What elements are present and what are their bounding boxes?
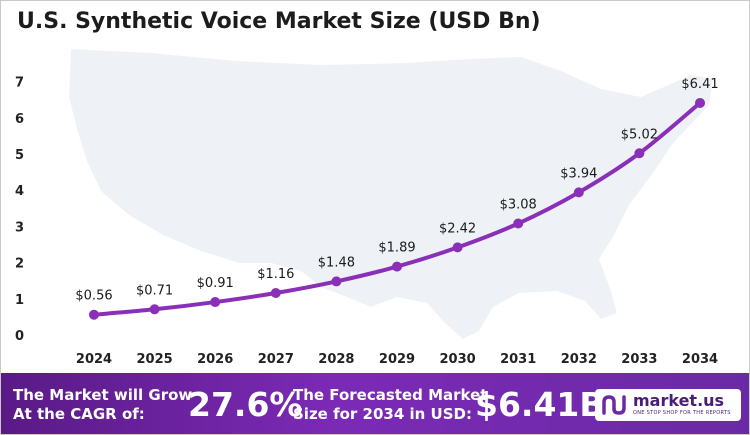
x-tick-label: 2028 [318, 352, 354, 367]
data-label: $3.08 [500, 198, 537, 213]
x-tick-label: 2033 [621, 352, 657, 367]
data-point [634, 148, 645, 159]
data-point [513, 218, 524, 229]
x-tick-label: 2027 [258, 352, 294, 367]
growth-text-line1: The Market will Grow [13, 386, 193, 404]
data-label: $0.56 [75, 289, 112, 304]
series-line [92, 100, 702, 317]
data-point [89, 309, 99, 320]
data-point [149, 304, 160, 315]
x-tick-label: 2029 [379, 352, 415, 367]
data-point [573, 187, 584, 198]
y-tick-label: 4 [15, 184, 24, 199]
x-tick-label: 2024 [76, 352, 112, 367]
us-map-background [69, 49, 713, 339]
data-point [270, 288, 281, 299]
growth-text-line2: At the CAGR of: [13, 405, 145, 423]
x-tick-label: 2025 [137, 352, 173, 367]
y-tick-label: 3 [15, 220, 24, 235]
line-chart: 0 1 2 3 4 5 6 7 2024 2025 2026 2027 2028 2029 2030 203… [15, 49, 719, 367]
x-tick-label: 2032 [561, 352, 597, 367]
y-tick-label: 7 [15, 76, 24, 91]
growth-text: The Market will Grow At the CAGR of: [13, 386, 192, 424]
data-label: $0.91 [197, 276, 234, 291]
data-label: $3.94 [560, 166, 597, 181]
brand-logo: market.us ONE STOP SHOP FOR THE REPORTS [595, 389, 741, 421]
forecast-text: The Forecasted Market Size for 2034 in U… [293, 386, 487, 424]
x-tick-label: 2026 [197, 352, 233, 367]
y-tick-label: 0 [15, 329, 24, 344]
x-tick-label: 2031 [500, 352, 536, 367]
forecast-value: $6.41B [475, 385, 605, 424]
cagr-value: 27.6% [188, 385, 303, 424]
y-tick-label: 2 [15, 257, 24, 272]
brand-tagline: ONE STOP SHOP FOR THE REPORTS [633, 410, 731, 416]
market-us-logo-icon [602, 395, 626, 415]
data-point [210, 297, 221, 308]
data-label: $1.89 [378, 241, 415, 256]
data-point [452, 242, 463, 253]
forecast-text-line1: The Forecasted Market [293, 386, 488, 404]
data-label: $2.42 [439, 221, 476, 236]
brand-name: market.us [633, 391, 725, 410]
data-point [331, 276, 342, 287]
forecast-text-line2: Size for 2034 in USD: [293, 405, 472, 423]
y-tick-label: 6 [15, 112, 24, 127]
data-point [392, 261, 402, 272]
y-tick-label: 1 [15, 293, 24, 308]
summary-banner: The Market will Grow At the CAGR of: 27.… [1, 373, 749, 434]
data-label: $0.71 [136, 283, 173, 298]
data-label: $6.41 [681, 77, 718, 92]
data-point [695, 97, 705, 108]
chart-title: U.S. Synthetic Voice Market Size (USD Bn… [17, 9, 541, 34]
data-label: $1.16 [257, 267, 294, 282]
x-tick-label: 2030 [440, 352, 476, 367]
x-tick-label: 2034 [682, 352, 718, 367]
y-tick-label: 5 [15, 148, 24, 163]
data-label: $5.02 [621, 127, 658, 142]
data-label: $1.48 [318, 255, 355, 270]
